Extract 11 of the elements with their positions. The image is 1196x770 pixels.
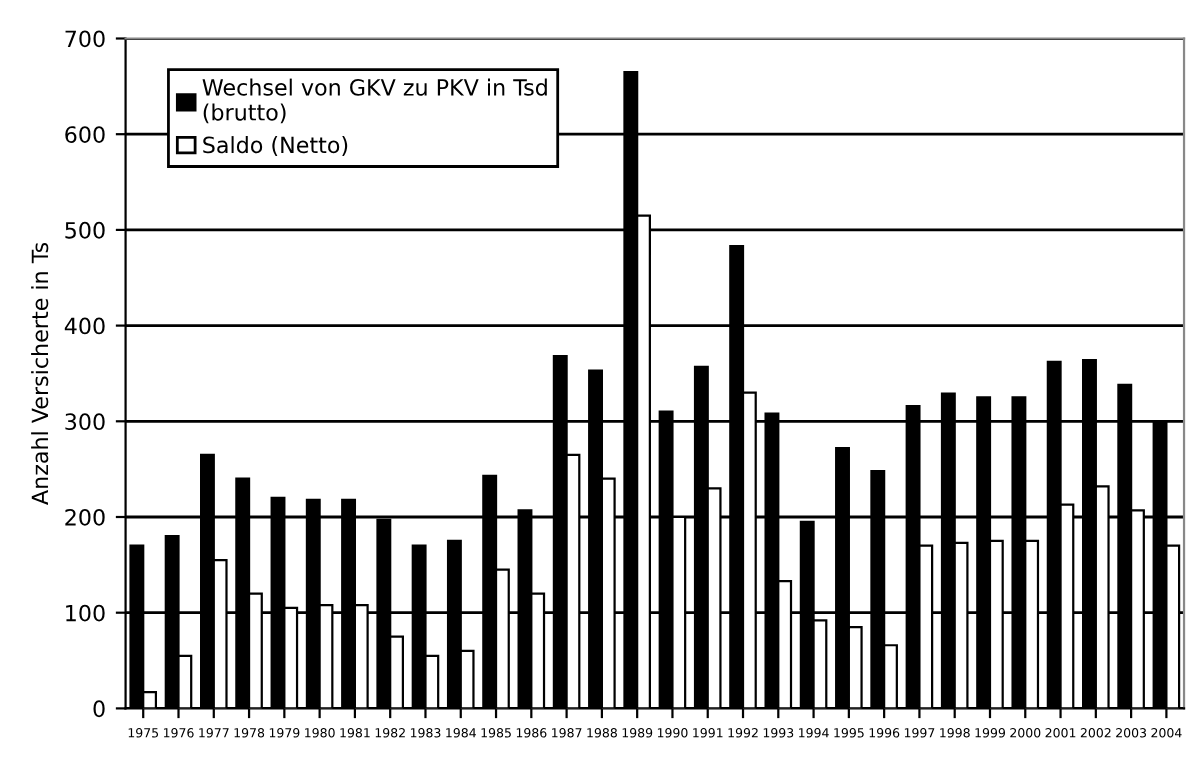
legend-label: Saldo (Netto) (203, 136, 348, 156)
y-tick-label: 300 (65, 413, 105, 431)
y-tick-label: 200 (65, 508, 105, 526)
y-tick-label: 100 (66, 604, 105, 622)
y-tick-label: 600 (65, 126, 105, 143)
y-tick-label: 0 (93, 700, 105, 718)
y-axis-title: Anzahl Versicherte in Ts (31, 242, 49, 505)
y-tick-label: 500 (65, 221, 105, 239)
y-tick-label: 400 (64, 317, 105, 335)
y-tick-label: 700 (65, 30, 105, 48)
legend-label: Wechsel von GKV zu PKV in Tsd (brutto) (202, 78, 547, 124)
